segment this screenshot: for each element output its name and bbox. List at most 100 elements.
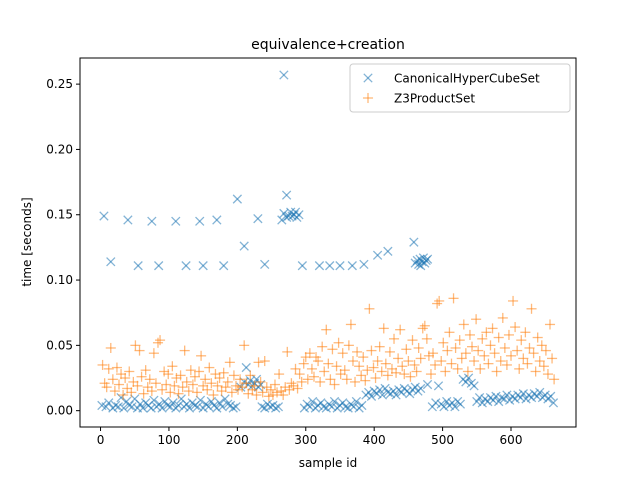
data-point-canonical xyxy=(219,261,229,271)
data-point-canonical xyxy=(472,396,482,407)
legend: CanonicalHyperCubeSet Z3ProductSet xyxy=(349,63,571,113)
data-point-canonical xyxy=(212,403,222,413)
data-point-canonical xyxy=(463,373,474,383)
data-point-z3 xyxy=(347,355,359,367)
data-point-canonical xyxy=(494,396,504,407)
data-point-z3 xyxy=(415,353,426,364)
data-point-canonical xyxy=(461,377,471,387)
y-tick-label: 0.25 xyxy=(46,77,73,91)
data-point-z3 xyxy=(202,384,213,395)
data-point-z3 xyxy=(329,379,340,390)
data-point-canonical xyxy=(223,399,233,409)
data-point-z3 xyxy=(271,387,283,398)
data-point-z3 xyxy=(352,346,363,357)
data-point-z3 xyxy=(306,363,317,374)
data-point-z3 xyxy=(530,366,541,377)
data-point-z3 xyxy=(401,344,412,355)
data-point-z3 xyxy=(399,369,410,380)
data-point-z3 xyxy=(481,327,492,338)
data-point-canonical xyxy=(239,241,249,251)
data-point-z3 xyxy=(458,319,469,330)
data-point-z3 xyxy=(446,358,457,369)
data-point-canonical xyxy=(325,261,335,271)
data-point-z3 xyxy=(382,370,393,381)
data-point-z3 xyxy=(218,367,229,378)
data-point-z3 xyxy=(393,353,404,364)
data-point-canonical xyxy=(314,261,325,271)
data-point-canonical xyxy=(149,395,159,405)
y-tick-label: 0.15 xyxy=(46,208,73,222)
x-tick-label: 300 xyxy=(294,433,317,447)
data-point-z3 xyxy=(366,345,377,356)
x-tick-label: 500 xyxy=(431,433,454,447)
data-point-z3 xyxy=(194,366,205,377)
data-point-canonical xyxy=(433,381,444,391)
x-tick-label: 600 xyxy=(500,433,523,447)
data-point-z3 xyxy=(503,329,514,340)
data-point-z3 xyxy=(368,362,379,373)
data-point-z3 xyxy=(374,341,385,352)
data-point-z3 xyxy=(189,371,200,382)
data-point-z3 xyxy=(241,378,252,389)
data-point-z3 xyxy=(534,355,545,367)
data-point-z3 xyxy=(497,312,508,323)
data-point-canonical xyxy=(504,395,515,405)
data-point-z3 xyxy=(384,346,395,357)
data-point-z3 xyxy=(499,342,510,354)
data-point-z3 xyxy=(333,337,344,348)
data-point-z3 xyxy=(251,389,262,401)
data-point-z3 xyxy=(528,348,539,359)
data-point-z3 xyxy=(181,376,192,387)
y-tick-label: 0.10 xyxy=(46,273,73,287)
data-point-z3 xyxy=(259,355,270,367)
data-point-z3 xyxy=(163,369,174,380)
data-point-z3 xyxy=(413,342,424,354)
data-point-canonical xyxy=(253,214,263,224)
data-point-z3 xyxy=(388,333,400,344)
data-point-z3 xyxy=(489,348,500,359)
data-point-canonical xyxy=(281,190,292,200)
data-point-z3 xyxy=(255,376,266,387)
data-point-canonical xyxy=(510,394,520,404)
data-point-canonical xyxy=(104,398,114,408)
data-point-z3 xyxy=(175,370,186,381)
data-point-z3 xyxy=(155,335,166,346)
data-point-canonical xyxy=(206,396,217,407)
data-point-z3 xyxy=(469,355,480,367)
data-point-z3 xyxy=(321,324,332,335)
data-point-canonical xyxy=(231,402,241,412)
data-point-z3 xyxy=(265,384,276,395)
data-point-z3 xyxy=(444,327,455,338)
data-point-z3 xyxy=(501,359,512,370)
data-point-canonical xyxy=(133,261,143,271)
legend-label: Z3ProductSet xyxy=(394,92,475,106)
data-point-canonical xyxy=(374,385,385,395)
data-point-z3 xyxy=(456,353,467,364)
data-point-canonical xyxy=(184,403,195,413)
data-point-z3 xyxy=(124,366,135,377)
data-point-z3 xyxy=(226,387,237,398)
data-point-z3 xyxy=(411,366,422,377)
data-point-z3 xyxy=(495,355,506,367)
data-point-z3 xyxy=(475,363,486,374)
data-point-canonical xyxy=(488,395,498,405)
data-point-z3 xyxy=(471,314,482,325)
data-point-z3 xyxy=(526,303,537,314)
data-point-canonical xyxy=(532,391,542,401)
data-point-z3 xyxy=(477,333,488,344)
data-point-z3 xyxy=(452,363,463,374)
data-point-canonical xyxy=(165,402,175,412)
data-point-canonical xyxy=(483,396,493,407)
data-point-z3 xyxy=(282,346,293,357)
data-point-z3 xyxy=(280,382,291,393)
x-tick-label: 400 xyxy=(363,433,386,447)
data-point-canonical xyxy=(515,392,526,403)
data-point-z3 xyxy=(120,372,131,384)
data-point-canonical xyxy=(499,394,509,404)
data-point-z3 xyxy=(512,345,523,356)
x-axis: 0 100 200 300 400 500 600 xyxy=(97,427,523,447)
data-point-canonical xyxy=(154,261,164,271)
data-point-canonical xyxy=(546,391,556,401)
data-point-z3 xyxy=(288,380,299,391)
data-point-z3 xyxy=(397,361,408,372)
